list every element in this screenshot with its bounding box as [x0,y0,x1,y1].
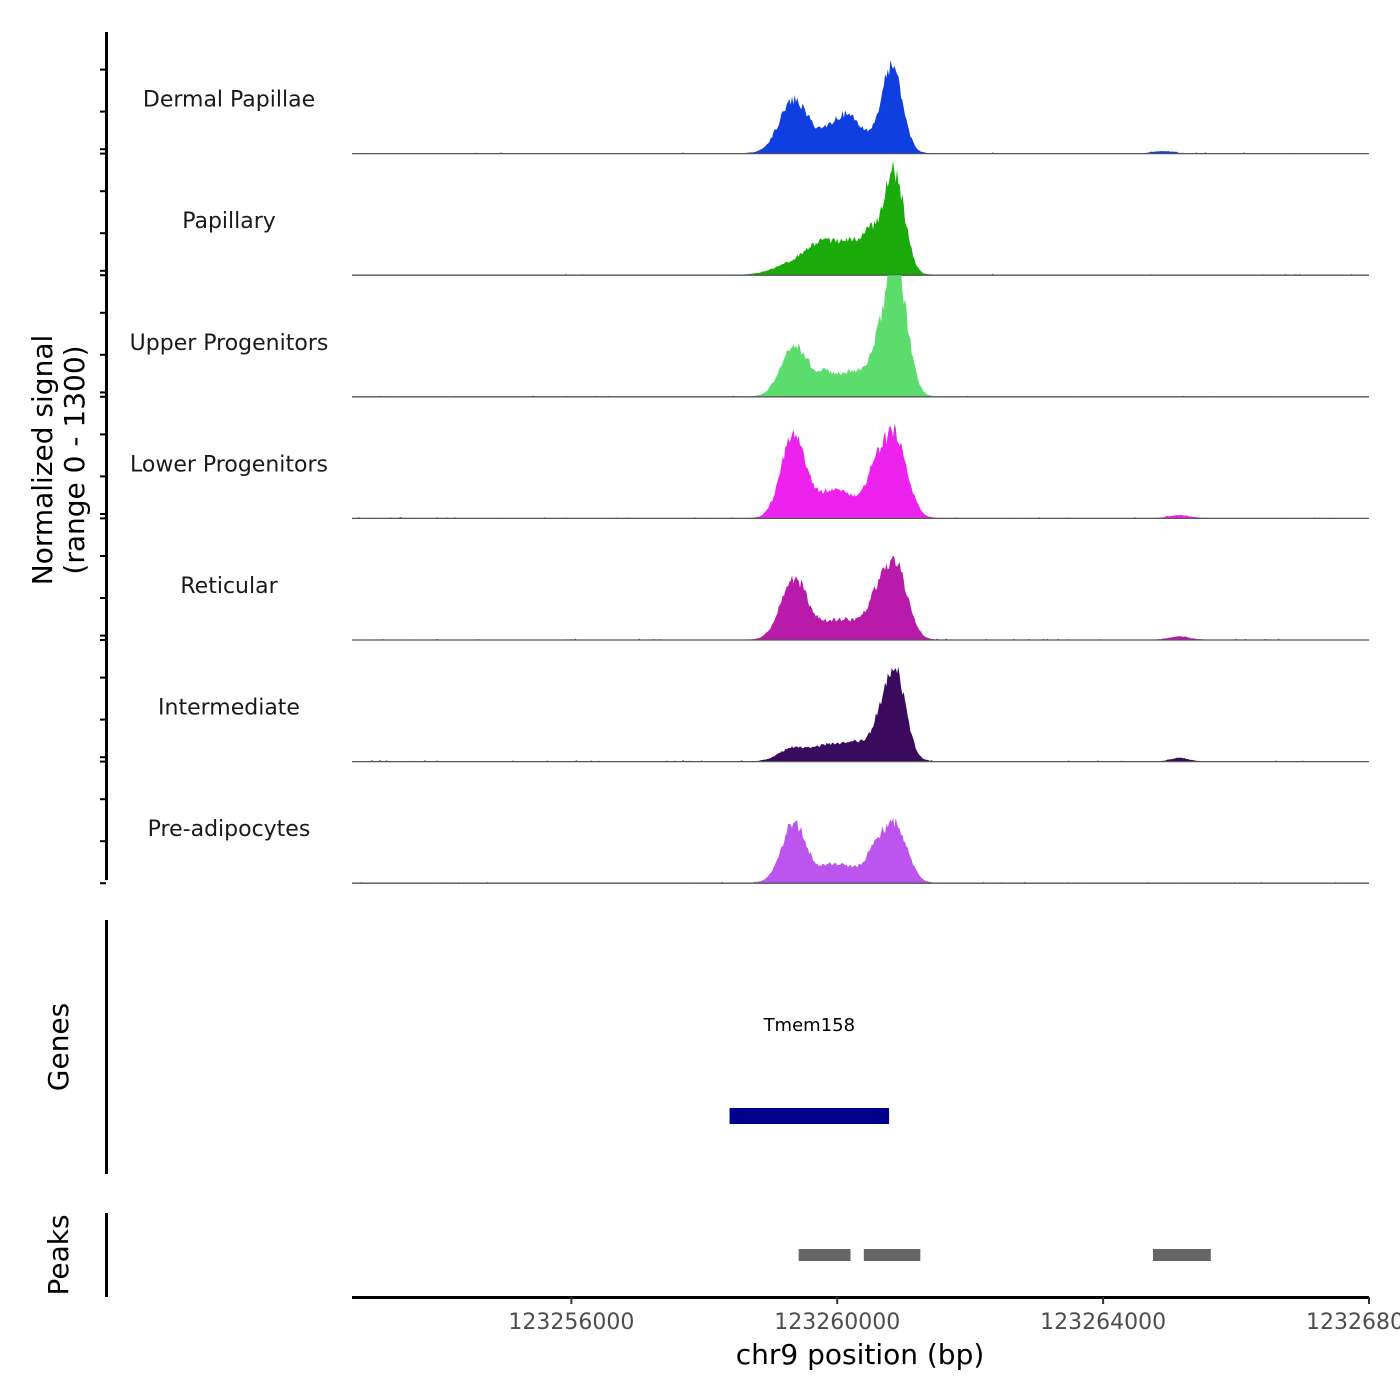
coverage-area [352,817,1369,884]
peaks-track-title: Peaks [42,1214,75,1295]
x-tick-label: 123264000 [1040,1310,1166,1335]
x-axis-ticks: 123256000 123260000 123264000 123268000 [508,1297,1400,1335]
track-label: Reticular [180,574,278,599]
coverage-y-ticks [100,68,106,885]
peaks-layer [798,1249,1211,1261]
coverage-area [352,424,1369,519]
track-intermediate: Intermediate [158,666,1369,763]
track-label: Papillary [182,209,276,234]
track-pre-adipocytes: Pre-adipocytes [148,817,1369,884]
track-reticular: Reticular [180,555,1369,641]
x-axis-title: chr9 position (bp) [736,1338,985,1371]
coverage-area [352,59,1369,154]
y-axis-title: Normalized signal [26,335,59,586]
coverage-area [352,160,1369,276]
track-dermal-papillae: Dermal Papillae [143,59,1369,155]
coverage-area [352,555,1369,640]
x-tick-label: 123260000 [774,1310,900,1335]
coverage-tracks: Dermal Papillae Papillary Upper Progenitor… [130,59,1369,884]
gene-body [729,1108,890,1124]
track-label: Intermediate [158,696,300,721]
peak-region [798,1249,851,1261]
x-tick-label: 123256000 [508,1310,634,1335]
peak-region [1152,1249,1211,1261]
genes-track-title: Genes [42,1003,75,1091]
track-lower-progenitors: Lower Progenitors [130,424,1369,520]
track-label: Upper Progenitors [130,331,329,356]
peak-region [863,1249,921,1261]
track-label: Dermal Papillae [143,88,315,113]
coverage-area [352,275,1369,397]
x-tick-label: 123268000 [1306,1310,1400,1335]
track-label: Pre-adipocytes [148,817,311,842]
track-upper-progenitors: Upper Progenitors [130,275,1369,398]
track-label: Lower Progenitors [130,452,328,477]
track-papillary: Papillary [182,160,1369,276]
coverage-area [352,666,1369,762]
gene-label: Tmem158 [763,1015,856,1036]
y-axis-subtitle: (range 0 - 1300) [58,345,91,574]
genes-layer: Tmem158 [729,1015,890,1124]
